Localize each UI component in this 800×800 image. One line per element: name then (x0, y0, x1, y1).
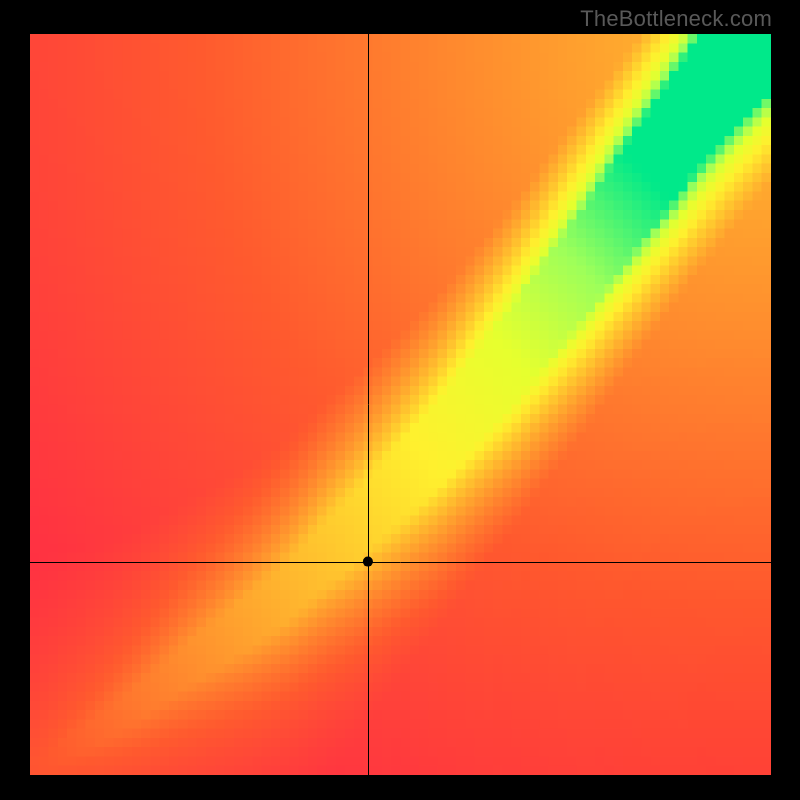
crosshair-overlay-canvas (0, 0, 800, 800)
chart-outer-frame: TheBottleneck.com (0, 0, 800, 800)
